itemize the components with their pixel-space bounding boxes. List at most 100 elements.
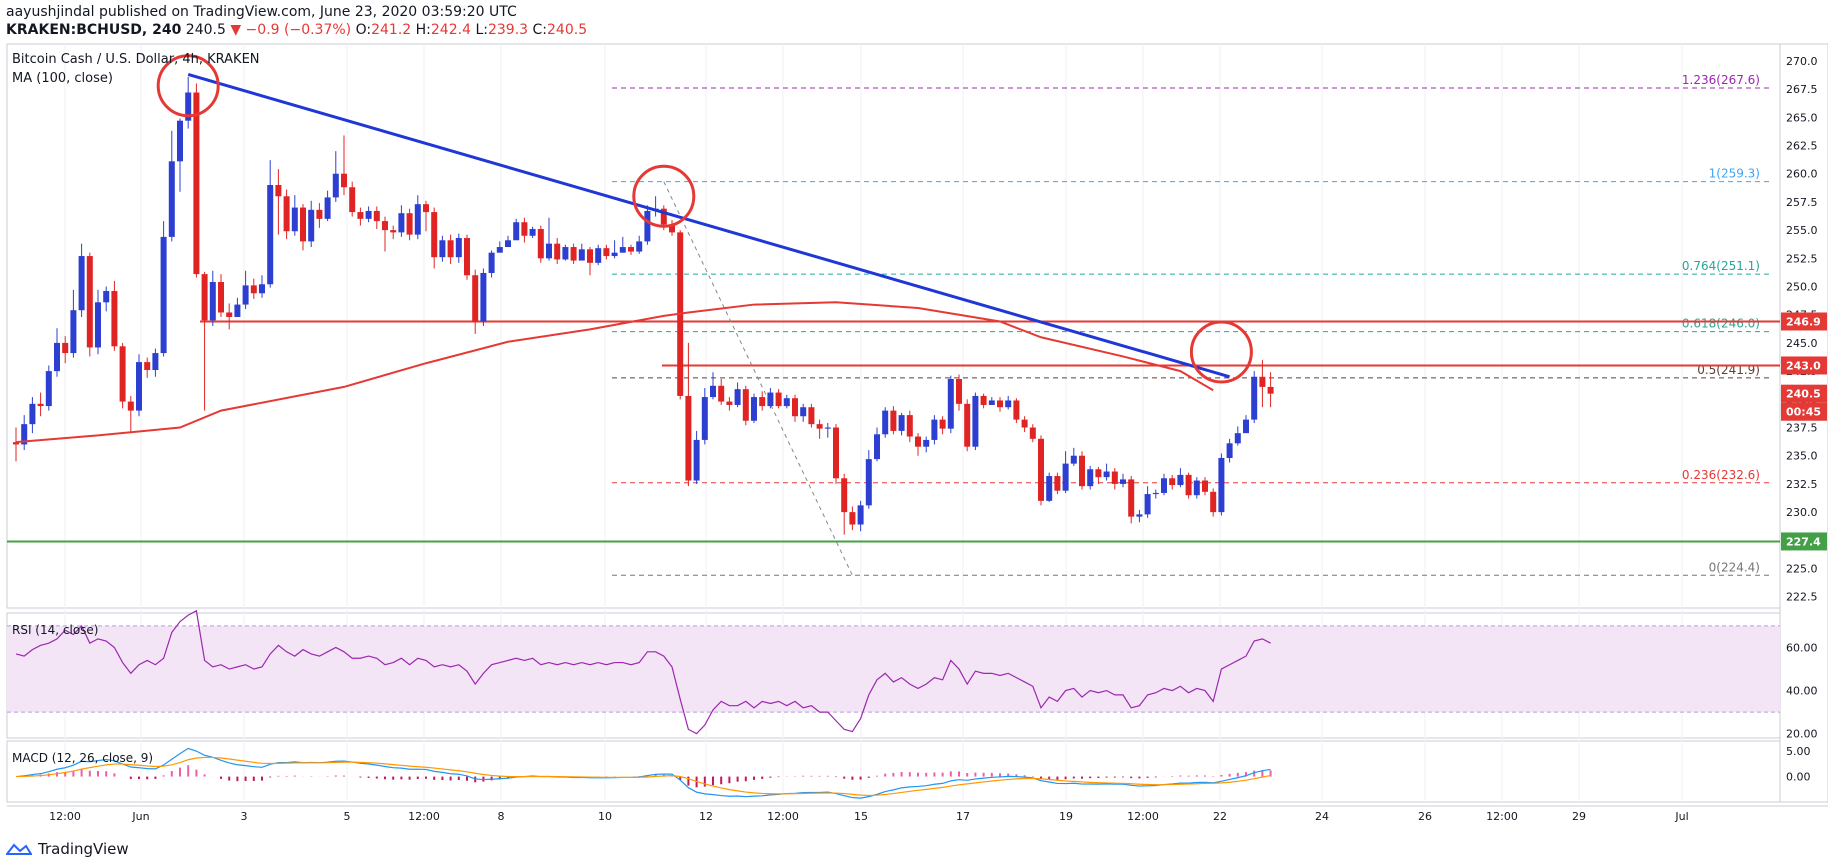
time-tick-label: 12:00 (49, 810, 81, 823)
candle-body (29, 403, 36, 425)
candle-body (54, 342, 60, 372)
candle-body (291, 207, 298, 232)
candle-body (660, 208, 667, 225)
price-axis-badge (1781, 384, 1827, 403)
candle-body (537, 228, 544, 259)
candle-body (398, 213, 405, 233)
low-value: 239.3 (487, 22, 529, 38)
candle (431, 207, 438, 269)
candle-body (669, 224, 675, 233)
candle (423, 200, 429, 232)
candle-body (349, 187, 356, 213)
high-value: 242.4 (430, 22, 471, 38)
candle-body (283, 196, 290, 232)
symbol-bar: KRAKEN:BCHUSD, 240 240.5 ▼ −0.9 (−0.37%)… (6, 22, 587, 38)
candle (152, 348, 159, 377)
candle (874, 427, 880, 462)
candle (480, 268, 487, 326)
candle (414, 195, 421, 240)
fib-level-label: 1(259.3) (1709, 167, 1760, 181)
candle (29, 397, 36, 434)
candle-body (521, 222, 528, 236)
candle (324, 190, 331, 222)
candle (537, 225, 544, 263)
candle-body (1259, 376, 1266, 387)
candle-body (1062, 463, 1069, 491)
candle (947, 375, 954, 434)
candle (890, 406, 897, 435)
candle (1005, 395, 1012, 410)
time-tick-label: 8 (498, 810, 505, 823)
time-tick-label: Jun (131, 810, 149, 823)
candle-body (86, 256, 93, 348)
tradingview-footer[interactable]: TradingView (6, 840, 129, 858)
candle (365, 206, 372, 223)
candle-body (1185, 474, 1192, 496)
price-axis-frame (1779, 43, 1828, 803)
tradingview-logo-icon (6, 843, 32, 855)
candle (168, 130, 175, 242)
candle (496, 241, 503, 253)
candle-body (1013, 400, 1020, 420)
candle-body (915, 436, 921, 447)
candle-body (923, 439, 930, 447)
time-tick-label: Jul (1674, 810, 1688, 823)
close-label: C: (532, 22, 548, 38)
candle-body (464, 238, 470, 276)
candle-body (1177, 474, 1184, 486)
bearish-trend-line (187, 73, 1231, 379)
candle (734, 382, 741, 408)
candle-body (751, 397, 757, 421)
candle-body (455, 238, 462, 258)
candle-body (1103, 471, 1110, 478)
candle (1111, 468, 1118, 490)
candle-body (250, 285, 257, 294)
candle-body (1210, 491, 1217, 513)
candle-body (972, 395, 979, 447)
candle-body (234, 304, 241, 317)
candle (931, 415, 938, 445)
candle-body (857, 505, 864, 525)
candle-body (890, 410, 897, 431)
candle-body (841, 478, 848, 513)
candle-body (168, 161, 175, 237)
candle-body (710, 385, 716, 398)
price-axis-badge-label: 00:45 (1786, 406, 1821, 419)
price-axis-badge (1781, 312, 1827, 331)
candle (595, 244, 602, 266)
candle-body (332, 173, 339, 198)
candle (341, 135, 347, 196)
candle (1226, 438, 1233, 463)
candle (1021, 416, 1028, 433)
price-change: ▼ −0.9 (−0.37%) (230, 22, 352, 38)
candle-body (529, 228, 536, 236)
candle (1251, 371, 1258, 424)
candle-body (1202, 480, 1208, 492)
candle-body (390, 230, 397, 233)
candle (636, 235, 643, 254)
candle-body (1226, 443, 1233, 458)
low-label: L: (475, 22, 488, 38)
candle-body (439, 240, 446, 258)
time-tick-label: 12:00 (767, 810, 799, 823)
candle-body (505, 240, 511, 248)
fib-level-label: 0.764(251.1) (1682, 259, 1760, 273)
candle-body (833, 427, 839, 479)
price-axis-badge-label: 227.4 (1786, 535, 1821, 548)
macd-line (15, 747, 1271, 799)
price-axis-badge-label: 240.5 (1786, 388, 1821, 401)
candle (865, 450, 872, 509)
price-tick-label: 255.0 (1786, 224, 1818, 237)
price-tick-label: 245.0 (1786, 337, 1818, 350)
high-label: H: (415, 22, 431, 38)
candle (644, 205, 651, 245)
candle (997, 397, 1003, 412)
price-axis-badge (1781, 532, 1827, 551)
candle-body (1070, 455, 1077, 464)
rsi-band-fill (7, 625, 1780, 713)
candle (767, 388, 774, 409)
candle-body (431, 212, 438, 258)
candle-body (1161, 478, 1167, 493)
pane-frame (6, 43, 1781, 609)
